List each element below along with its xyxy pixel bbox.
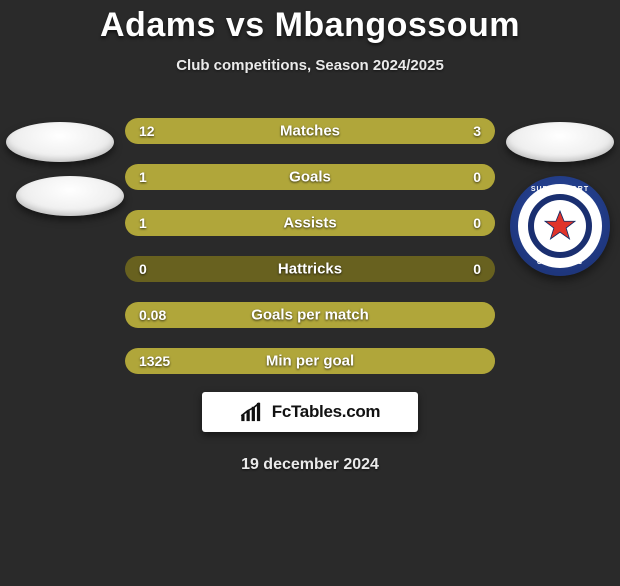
brand-box: FcTables.com (202, 392, 418, 432)
star-icon (543, 209, 577, 243)
bar-track (125, 256, 495, 282)
subtitle: Club competitions, Season 2024/2025 (0, 57, 620, 74)
bar-left (125, 302, 495, 328)
bar-track (125, 164, 495, 190)
bar-track (125, 210, 495, 236)
date-text: 19 december 2024 (0, 456, 620, 474)
club-logo: SUPERSPORT UNITED FC (510, 176, 610, 276)
stat-value-left: 1 (139, 169, 147, 185)
stat-row: Min per goal1325 (125, 348, 495, 374)
stat-value-right: 0 (473, 261, 481, 277)
player-left-avatar-2 (16, 176, 124, 216)
player-left-avatar-1 (6, 122, 114, 162)
bar-left (125, 164, 495, 190)
stat-value-left: 12 (139, 123, 155, 139)
stat-value-right: 0 (473, 169, 481, 185)
brand-text: FcTables.com (272, 402, 381, 422)
stat-value-right: 0 (473, 215, 481, 231)
bar-right (421, 118, 495, 144)
stat-row: Matches123 (125, 118, 495, 144)
club-logo-bottom-text: UNITED FC (510, 259, 610, 266)
brand-chart-icon (240, 401, 266, 423)
stat-row: Assists10 (125, 210, 495, 236)
club-logo-top-text: SUPERSPORT (510, 186, 610, 193)
stat-value-left: 0 (139, 261, 147, 277)
stat-row: Goals per match0.08 (125, 302, 495, 328)
bar-left (125, 348, 495, 374)
stat-value-left: 0.08 (139, 307, 166, 323)
stat-value-left: 1325 (139, 353, 170, 369)
stat-value-left: 1 (139, 215, 147, 231)
bar-left (125, 118, 421, 144)
player-right-avatar (506, 122, 614, 162)
bar-left (125, 210, 495, 236)
stat-row: Goals10 (125, 164, 495, 190)
stat-row: Hattricks00 (125, 256, 495, 282)
page-title: Adams vs Mbangossoum (0, 6, 620, 45)
bar-track (125, 302, 495, 328)
bar-track (125, 348, 495, 374)
stat-value-right: 3 (473, 123, 481, 139)
bar-track (125, 118, 495, 144)
